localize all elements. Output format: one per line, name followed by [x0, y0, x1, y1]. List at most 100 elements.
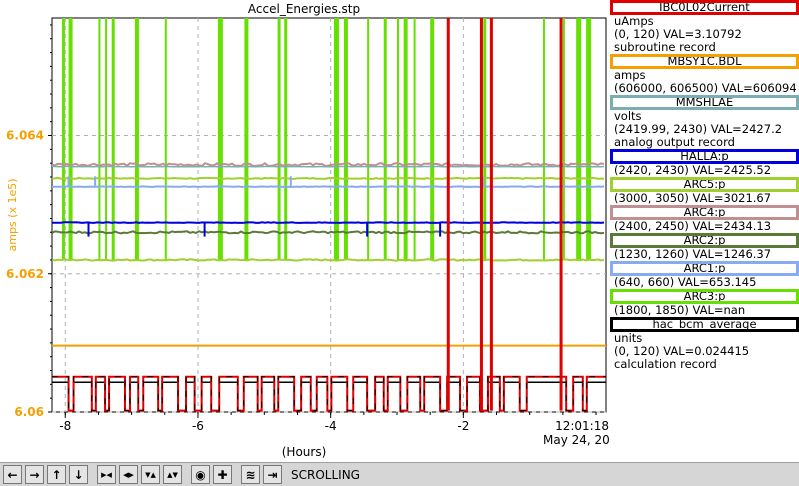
x-tick-label: -2: [457, 419, 469, 433]
toolbar: ← → ↑ ↓ ▶◀ ◀▶ ▼▲ ▲▼ ◉ ✚ ≋ ⇥ SCROLLING: [0, 462, 799, 486]
arc3-spike: [105, 18, 108, 260]
ibc0l02-spike: [446, 18, 450, 411]
add-icon: ✚: [217, 467, 228, 482]
legend-info-line: (1230, 1260) VAL=1246.37: [614, 248, 772, 261]
arc3-spike: [68, 18, 73, 260]
legend-entry[interactable]: ARC3:p (1800, 1850) VAL=nan: [610, 289, 799, 317]
legend-signal-name[interactable]: ARC3:p: [610, 289, 799, 304]
y-tick-label: 6.06: [14, 405, 44, 419]
arc3-spike: [164, 18, 167, 260]
legend-info-line: units: [614, 332, 643, 345]
legend-entry[interactable]: MBSY1C.BDL amps (606000, 606500) VAL=60609…: [610, 54, 799, 95]
y-axis-label: amps (x 1e5): [6, 178, 19, 251]
zoom-out-horizontal-button[interactable]: ◀▶: [119, 465, 138, 484]
arc3-spike: [134, 18, 139, 260]
arc5-trace: [51, 176, 605, 180]
arc3-spike: [61, 18, 65, 260]
legend-info-line: calculation record: [614, 358, 717, 371]
arc3-spike: [430, 18, 435, 260]
config-icon: ≋: [245, 467, 256, 482]
legend-signal-name[interactable]: ARC2:p: [610, 233, 799, 248]
legend-entry[interactable]: IBC0L02Current uAmps (0, 120) VAL=3.10792 s…: [610, 0, 799, 54]
chart-title: Accel_Energies.stp: [248, 2, 360, 16]
arc4-trace: [51, 161, 605, 168]
ibc0l02-spike: [489, 18, 493, 411]
legend-info-line: (0, 120) VAL=0.024415: [614, 345, 750, 358]
legend-entry[interactable]: MMSHLAE volts (2419.99, 2430) VAL=2427.2 an…: [610, 95, 799, 149]
legend-info-line: volts: [614, 110, 642, 123]
arc3-spike: [403, 18, 408, 260]
add-button[interactable]: ✚: [213, 465, 232, 484]
y-tick-label: 6.062: [6, 267, 44, 281]
legend-signal-name[interactable]: hac_bcm_average: [610, 317, 799, 332]
legend: IBC0L02Current uAmps (0, 120) VAL=3.10792 s…: [610, 0, 799, 400]
legend-entry[interactable]: ARC2:p (1230, 1260) VAL=1246.37: [610, 233, 799, 261]
zoom-out-vertical-button[interactable]: ▲▼: [163, 465, 182, 484]
scrolling-status: SCROLLING: [291, 467, 360, 482]
arc3-spike: [217, 18, 223, 260]
legend-info-line: (1800, 1850) VAL=nan: [614, 304, 746, 317]
scroll-up-icon: ↑: [51, 467, 62, 482]
legend-entry[interactable]: ARC4:p (2400, 2450) VAL=2434.13: [610, 205, 799, 233]
halla-trace: [52, 221, 605, 224]
config-button[interactable]: ≋: [241, 465, 260, 484]
legend-info-line: analog output record: [614, 136, 735, 149]
scroll-right-button[interactable]: →: [25, 465, 44, 484]
arc3-spike: [284, 18, 288, 260]
jump-end-button[interactable]: ⇥: [263, 465, 282, 484]
legend-info-line: (606000, 606500) VAL=606094: [614, 82, 797, 95]
scroll-up-button[interactable]: ↑: [47, 465, 66, 484]
arc3-spike: [383, 18, 387, 260]
zoom-in-horizontal-icon: ▶◀: [101, 470, 112, 479]
arc3-spike: [576, 18, 582, 260]
arc3-spike: [562, 18, 565, 260]
arc3-spike: [483, 18, 487, 260]
zoom-out-horizontal-icon: ◀▶: [123, 470, 134, 479]
y-tick-label: 6.064: [6, 129, 44, 143]
zoom-in-vertical-icon: ▼▲: [145, 470, 156, 479]
x-tick-label: -8: [59, 419, 71, 433]
legend-info-line: uAmps: [614, 15, 654, 28]
arc3-spike: [586, 18, 592, 260]
legend-signal-name[interactable]: ARC1:p: [610, 261, 799, 276]
arc2-trace: [51, 230, 605, 235]
legend-entry[interactable]: ARC1:p (640, 660) VAL=653.145: [610, 261, 799, 289]
x-tick-label: -6: [192, 419, 204, 433]
legend-signal-name[interactable]: MMSHLAE: [610, 95, 799, 110]
scroll-down-icon: ↓: [73, 467, 84, 482]
legend-info-line: amps: [614, 69, 646, 82]
scroll-left-icon: ←: [7, 467, 18, 482]
scroll-down-button[interactable]: ↓: [69, 465, 88, 484]
jump-end-icon: ⇥: [267, 467, 278, 482]
legend-signal-name[interactable]: IBC0L02Current: [610, 0, 799, 15]
arc1-trace: [51, 185, 605, 188]
autoscale-button[interactable]: ◉: [191, 465, 210, 484]
zoom-in-vertical-button[interactable]: ▼▲: [141, 465, 160, 484]
legend-signal-name[interactable]: HALLA:p: [610, 149, 799, 164]
arc3-spike: [244, 18, 249, 260]
x-date-label: May 24, 2009: [543, 433, 610, 447]
legend-info-line: subroutine record: [614, 41, 716, 54]
zoom-in-horizontal-button[interactable]: ▶◀: [97, 465, 116, 484]
legend-entry[interactable]: ARC5:p (3000, 3050) VAL=3021.67: [610, 177, 799, 205]
arc3-spike: [397, 18, 400, 260]
legend-signal-name[interactable]: ARC4:p: [610, 205, 799, 220]
arc3-spike: [98, 18, 101, 260]
legend-signal-name[interactable]: ARC5:p: [610, 177, 799, 192]
scroll-right-icon: →: [29, 467, 40, 482]
legend-info-line: (2400, 2450) VAL=2434.13: [614, 220, 772, 233]
arc3-spike: [367, 18, 370, 260]
scroll-left-button[interactable]: ←: [3, 465, 22, 484]
legend-signal-name[interactable]: MBSY1C.BDL: [610, 54, 799, 69]
legend-info-line: (3000, 3050) VAL=3021.67: [614, 192, 772, 205]
arc3-spike: [277, 18, 281, 260]
legend-entry[interactable]: HALLA:p (2420, 2430) VAL=2425.52: [610, 149, 799, 177]
arc5-lower-trace: [51, 258, 605, 262]
ibc0l02-trace-overlay: [52, 376, 606, 412]
legend-entry[interactable]: hac_bcm_average units (0, 120) VAL=0.02441…: [610, 317, 799, 371]
autoscale-icon: ◉: [195, 467, 206, 482]
legend-info-line: (2419.99, 2430) VAL=2427.2: [614, 123, 783, 136]
arc3-spike: [111, 18, 115, 260]
legend-info-line: (0, 120) VAL=3.10792: [614, 28, 742, 41]
